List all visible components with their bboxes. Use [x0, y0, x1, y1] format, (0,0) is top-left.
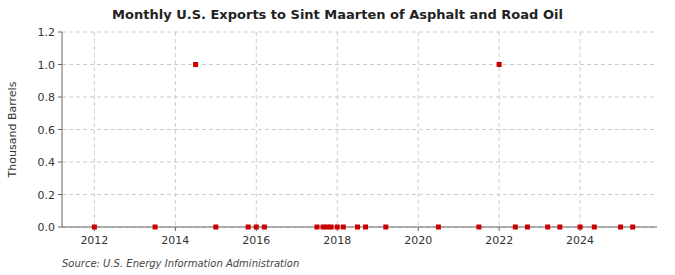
y-axis-line: [62, 32, 63, 227]
point: [592, 225, 597, 230]
point: [246, 225, 251, 230]
y-tick: [58, 64, 62, 65]
y-tick: [58, 227, 62, 228]
y-tick-label: 0.2: [38, 189, 56, 202]
point: [341, 225, 346, 230]
point: [329, 225, 334, 230]
point: [497, 62, 502, 67]
y-tick-label: 1.0: [38, 59, 56, 72]
point: [363, 225, 368, 230]
y-grid-line: [62, 194, 657, 195]
y-tick-label: 0.0: [38, 221, 56, 234]
point: [618, 225, 623, 230]
x-tick-label: 2022: [485, 234, 513, 247]
y-grid-line: [62, 129, 657, 130]
x-tick: [418, 227, 419, 231]
point: [525, 225, 530, 230]
point: [578, 225, 583, 230]
x-grid-line: [94, 32, 95, 227]
y-tick: [58, 32, 62, 33]
y-tick-label: 0.4: [38, 156, 56, 169]
point: [254, 225, 259, 230]
y-grid-line: [62, 97, 657, 98]
x-tick-label: 2014: [161, 234, 189, 247]
point: [193, 62, 198, 67]
x-grid-line: [499, 32, 500, 227]
point: [92, 225, 97, 230]
point: [436, 225, 441, 230]
x-grid-line: [337, 32, 338, 227]
x-grid-line: [418, 32, 419, 227]
axes: 0.0 0.2 0.4 0.6 0.8 1.0 1.2 2012 2014 2016 2018 202…: [38, 26, 658, 247]
point: [557, 225, 562, 230]
y-tick-label: 0.8: [38, 91, 56, 104]
y-tick: [58, 129, 62, 130]
y-grid-line: [62, 64, 657, 65]
source: Source: U.S. Energy Information Administ…: [62, 258, 299, 269]
y-tick: [58, 162, 62, 163]
point: [153, 225, 158, 230]
y-grid-line: [62, 32, 657, 33]
chart: 0.0 0.2 0.4 0.6 0.8 1.0 1.2 2012 2014 2016 2018 202…: [0, 0, 675, 275]
point: [630, 225, 635, 230]
point: [513, 225, 518, 230]
x-tick-label: 2020: [404, 234, 432, 247]
x-grid-line: [175, 32, 176, 227]
y-tick-label: 0.6: [38, 124, 56, 137]
title: Monthly U.S. Exports to Sint Maarten of …: [112, 7, 563, 22]
x-grid-line: [580, 32, 581, 227]
y-tick: [58, 97, 62, 98]
point: [213, 225, 218, 230]
point: [335, 225, 340, 230]
point: [355, 225, 360, 230]
x-tick-label: 2016: [242, 234, 270, 247]
y-tick-label: 1.2: [38, 26, 56, 39]
points: [92, 62, 635, 230]
point: [315, 225, 320, 230]
x-tick: [175, 227, 176, 231]
y-grid-line: [62, 162, 657, 163]
point: [545, 225, 550, 230]
x-tick-label: 2018: [323, 234, 351, 247]
x-tick-label: 2024: [566, 234, 594, 247]
x-tick-label: 2012: [80, 234, 108, 247]
x-tick: [499, 227, 500, 231]
x-grid-line: [256, 32, 257, 227]
point: [262, 225, 267, 230]
point: [383, 225, 388, 230]
y-axis-label: Thousand Barrels: [6, 81, 19, 178]
grid: [62, 32, 657, 227]
y-tick: [58, 194, 62, 195]
point: [476, 225, 481, 230]
